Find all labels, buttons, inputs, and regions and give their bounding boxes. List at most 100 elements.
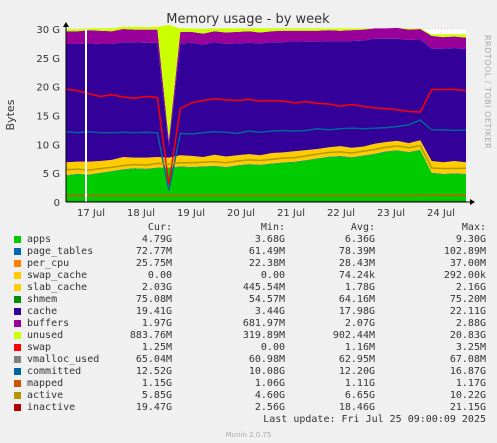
legend-cur: 12.52G [135,366,172,377]
legend-avg: 1.16M [344,342,375,353]
chart-title: Memory usage - by week [166,12,330,27]
legend-avg: 28.43M [338,258,375,269]
legend-swatch [14,332,21,339]
legend-swatch [14,236,21,243]
legend-min: 60.98M [248,354,285,365]
legend-swatch [14,344,21,351]
legend-avg: 78.39M [338,246,375,257]
legend-min: 0.00 [260,342,285,353]
legend-max: 102.89M [443,246,486,257]
legend-row-inactive: inactive 19.47G 2.56G 18.46G 21.15G [0,402,497,414]
y-tick-label: 30 G [36,25,60,36]
y-tick-label: 5 G [43,169,60,180]
legend-cur: 0.00 [147,270,172,281]
legend-row-page-tables: page_tables 72.77M 61.49M 78.39M 102.89M [0,246,497,258]
legend-avg: 2.07G [344,318,375,329]
area-apps [66,150,466,202]
legend-swatch [14,296,21,303]
munin-version: Munin 2.0.75 [225,431,272,439]
legend-name: active [27,390,64,401]
y-axis-arrow [63,22,69,27]
legend-max: 2.88G [455,318,486,329]
legend-swatch [14,404,21,411]
x-ticks: 17 Jul 18 Jul 19 Jul 20 Jul 21 Jul 22 Jul 23 J… [77,208,455,219]
legend-max: 37.00M [449,258,486,269]
legend-name: swap_cache [27,270,88,281]
legend-row-committed: committed 12.52G 10.08G 12.20G 16.87G [0,366,497,378]
legend-avg: 12.20G [338,366,375,377]
legend-swatch [14,248,21,255]
series-areas [66,24,466,202]
legend-max: 75.20M [449,294,486,305]
legend-header: Cur: Min: Avg: Max: [0,222,497,234]
legend-min: 54.57M [248,294,285,305]
legend-avg: 18.46G [338,402,375,413]
legend-cur: 1.97G [141,318,172,329]
legend-swatch [14,260,21,267]
line-committed [65,119,467,191]
legend-swatch [14,308,21,315]
header-avg: Avg: [350,222,375,233]
legend-cur: 1.15G [141,378,172,389]
x-tick-label: 22 Jul [327,208,355,219]
legend-max: 67.08M [449,354,486,365]
legend-min: 3.44G [254,306,285,317]
header-min: Min: [260,222,285,233]
legend-avg: 6.65G [344,390,375,401]
legend-min: 2.56G [254,402,285,413]
legend-avg: 74.24k [338,270,375,281]
legend-avg: 1.11G [344,378,375,389]
legend-swatch [14,272,21,279]
legend-swatch [14,368,21,375]
legend-name: page_tables [27,246,94,257]
y-tick-label: 0 [54,198,60,209]
legend-cur: 19.47G [135,402,172,413]
legend-max: 21.15G [449,402,486,413]
legend-max: 9.30G [455,234,486,245]
legend-name: inactive [27,402,76,413]
legend-name: vmalloc_used [27,354,100,365]
legend-cur: 1.25M [141,342,172,353]
x-tick-label: 23 Jul [377,208,405,219]
legend-name: cache [27,306,58,317]
legend-max: 1.17G [455,378,486,389]
legend-name: committed [27,366,82,377]
legend-cur: 883.76M [129,330,172,341]
legend-min: 0.00 [260,270,285,281]
legend-row-apps: apps 4.79G 3.68G 6.36G 9.30G [0,234,497,246]
legend-name: unused [27,330,64,341]
legend-avg: 62.95M [338,354,375,365]
legend-name: mapped [27,378,64,389]
legend-row-active: active 5.85G 4.60G 6.65G 10.22G [0,390,497,402]
legend-swatch [14,392,21,399]
legend-row-vmalloc-used: vmalloc_used 65.04M 60.98M 62.95M 67.08M [0,354,497,366]
legend-row-swap-cache: swap_cache 0.00 0.00 74.24k 292.00k [0,270,497,282]
y-ticks: 0 5 G 10 G 15 G 20 G 25 G 30 G [36,25,60,209]
legend-row-unused: unused 883.76M 319.89M 902.44M 20.83G [0,330,497,342]
x-tick-label: 19 Jul [177,208,205,219]
legend-min: 681.97M [242,318,285,329]
legend-min: 319.89M [242,330,285,341]
x-tick-label: 18 Jul [127,208,155,219]
legend-swatch [14,356,21,363]
line-active [65,144,467,172]
line-swap [65,88,467,185]
area-buffers [66,27,466,147]
x-tick-label: 20 Jul [227,208,255,219]
legend-name: shmem [27,294,58,305]
legend-avg: 902.44M [332,330,375,341]
x-tick-label: 21 Jul [277,208,305,219]
x-tick-label: 17 Jul [77,208,105,219]
header-max: Max: [461,222,486,233]
memory-chart: Memory usage - by week Bytes RRDTOOL / T… [4,12,492,219]
y-tick-label: 10 G [36,140,60,151]
legend-max: 10.22G [449,390,486,401]
legend-row-mapped: mapped 1.15G 1.06G 1.11G 1.17G [0,378,497,390]
legend-swatch [14,320,21,327]
legend-cur: 72.77M [135,246,172,257]
x-axis-arrow [470,199,475,205]
legend-min: 4.60G [254,390,285,401]
legend-row-buffers: buffers 1.97G 681.97M 2.07G 2.88G [0,318,497,330]
rrdtool-credit: RRDTOOL / TOBI OETIKER [483,35,492,149]
legend-row-shmem: shmem 75.08M 54.57M 64.16M 75.20M [0,294,497,306]
